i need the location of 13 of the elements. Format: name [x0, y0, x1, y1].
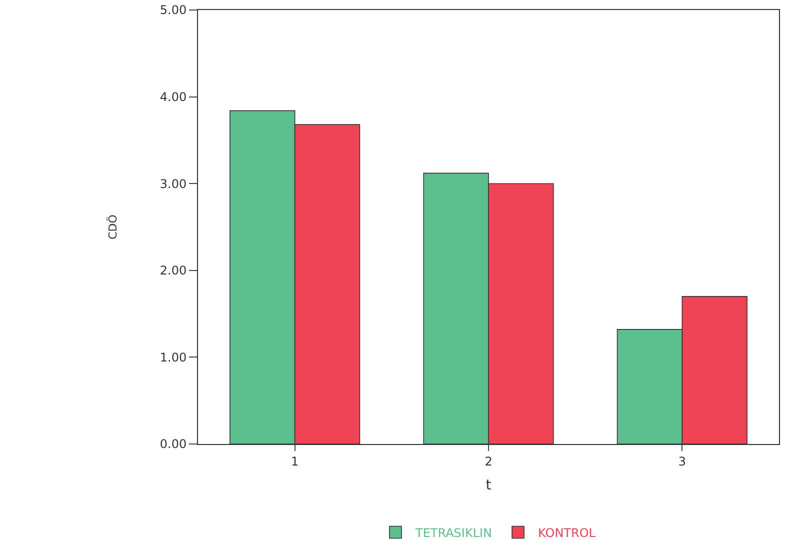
y-axis-title: CDÖ [106, 214, 120, 240]
x-tick-label: 3 [678, 454, 686, 468]
x-axis-title: t [486, 478, 492, 494]
y-tick-label: 2.00 [160, 264, 187, 278]
y-tick-label: 4.00 [160, 90, 187, 104]
x-tick-label: 2 [484, 454, 492, 468]
y-tick-label: 5.00 [160, 3, 187, 18]
y-tick-label: 3.00 [160, 176, 187, 191]
y-tick-label: 1.00 [160, 350, 187, 364]
legend-label: KONTROL [538, 526, 596, 540]
legend-label: TETRASIKLIN [414, 526, 492, 540]
x-tick-label: 1 [291, 454, 299, 468]
y-tick-label: 0.00 [160, 437, 187, 452]
